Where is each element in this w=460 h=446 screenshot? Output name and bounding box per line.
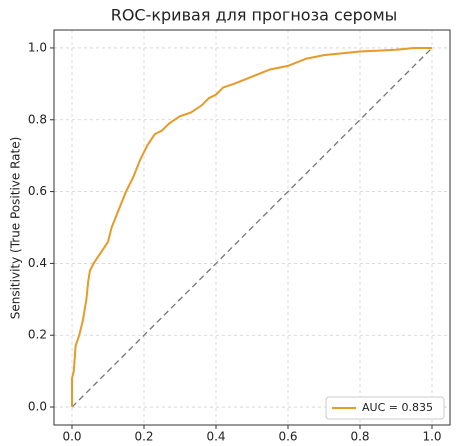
x-tick-label: 0.4 xyxy=(206,430,225,444)
y-tick-label: 0.2 xyxy=(28,328,47,342)
x-tick-label: 1.0 xyxy=(422,430,441,444)
y-axis-label: Sensitivity (True Positive Rate) xyxy=(9,137,23,320)
legend: AUC = 0.835 xyxy=(325,396,445,420)
legend-label: AUC = 0.835 xyxy=(362,401,433,414)
y-tick-label: 0.8 xyxy=(28,112,47,126)
x-tick-label: 0.6 xyxy=(278,430,297,444)
chance-line xyxy=(71,47,433,408)
y-tick-label: 0.0 xyxy=(28,400,47,414)
x-tick-label: 0.2 xyxy=(134,430,153,444)
y-tick-label: 0.4 xyxy=(28,256,47,270)
chart-title: ROC-кривая для прогноза серомы xyxy=(111,6,398,25)
x-tick-label: 0.8 xyxy=(350,430,369,444)
y-tick-label: 0.6 xyxy=(28,184,47,198)
x-tick-label: 0.0 xyxy=(62,430,81,444)
roc-curve xyxy=(71,46,432,408)
legend-box xyxy=(325,396,445,420)
y-tick-label: 1.0 xyxy=(28,40,47,54)
plot-frame xyxy=(53,29,451,426)
